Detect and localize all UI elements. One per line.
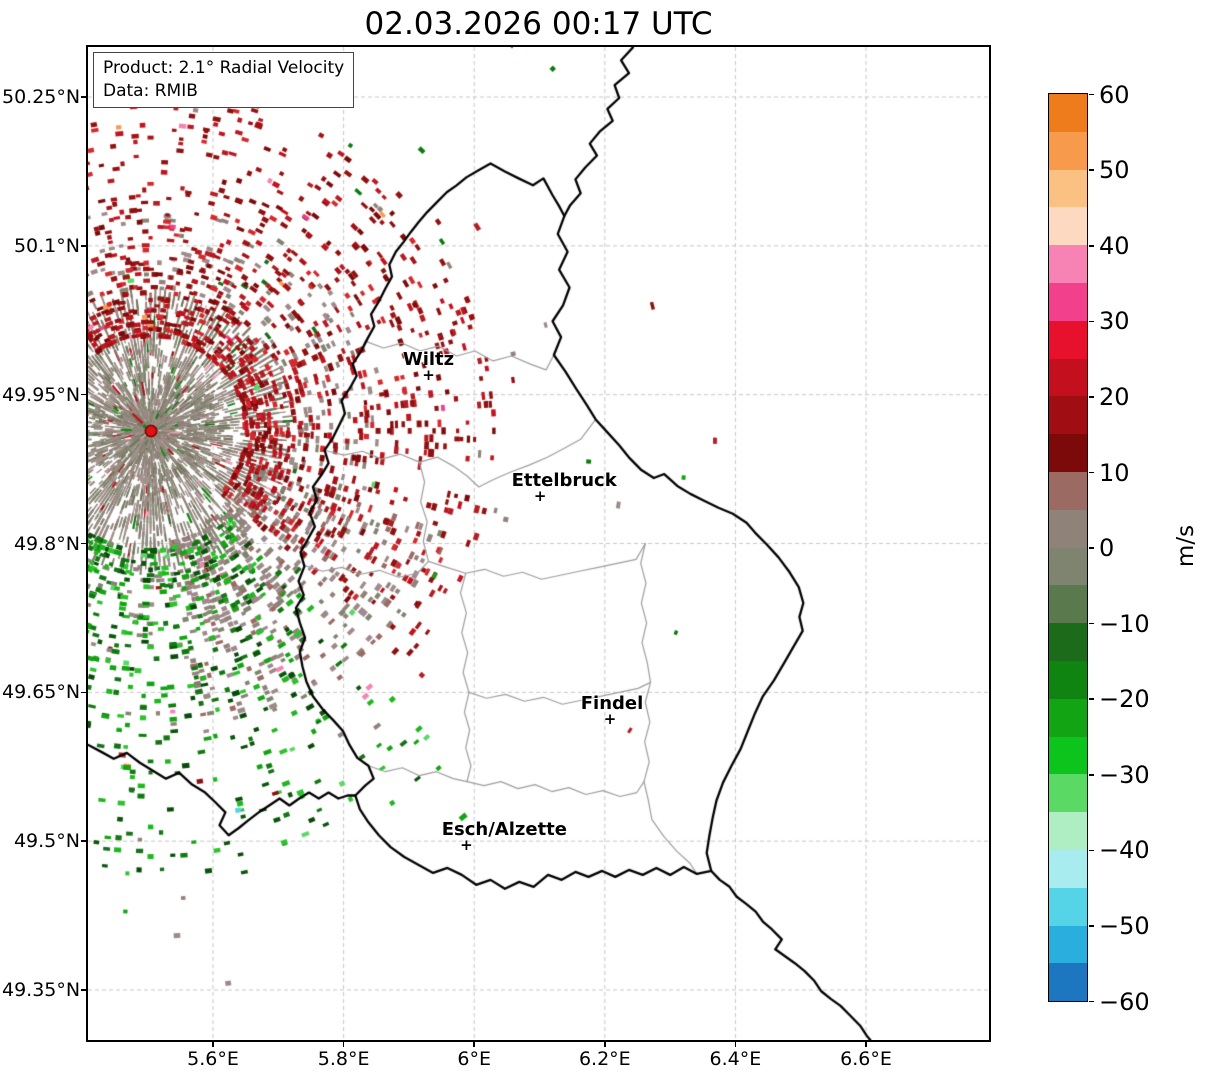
lon-tick-mark: [734, 1042, 737, 1047]
lat-tick-mark: [81, 989, 86, 991]
colorbar-band: [1049, 245, 1087, 283]
city-label-findel: Findel: [580, 693, 644, 715]
colorbar-tick-label: 30: [1099, 307, 1130, 336]
lat-tick-label: 49.95°N: [2, 383, 81, 406]
lat-tick-label: 49.35°N: [2, 978, 81, 1001]
city-marker-findel: +: [603, 710, 617, 729]
figure-title: 02.03.2026 00:17 UTC: [364, 6, 713, 42]
colorbar-tick-label: −30: [1099, 760, 1150, 789]
colorbar-unit-label: m/s: [1173, 524, 1199, 568]
lat-tick-mark: [81, 245, 86, 247]
colorbar-band: [1049, 169, 1087, 208]
lon-tick-label: 6.6°E: [840, 1048, 892, 1070]
colorbar-tick-mark: [1089, 1000, 1094, 1003]
colorbar-tick-label: −10: [1099, 609, 1150, 638]
city-label-wiltz: Wiltz: [402, 348, 455, 370]
lat-tick-label: 49.8°N: [13, 532, 80, 555]
colorbar-tick-mark: [1089, 547, 1094, 549]
colorbar-band: [1049, 320, 1087, 359]
lat-tick-label: 49.5°N: [13, 830, 80, 853]
colorbar-tick-label: 20: [1099, 382, 1130, 411]
colorbar-band: [1049, 358, 1087, 397]
colorbar-band: [1049, 660, 1087, 699]
lon-tick-mark: [212, 1042, 214, 1047]
colorbar-tick-mark: [1089, 320, 1094, 323]
map-plot-area: Product: 2.1° Radial Velocity Data: RMIB…: [86, 45, 991, 1042]
colorbar-tick-mark: [1089, 93, 1094, 96]
colorbar-tick-mark: [1089, 925, 1094, 927]
lon-tick-label: 5.8°E: [317, 1048, 370, 1070]
lon-tick-label: 6.2°E: [578, 1048, 631, 1070]
lat-tick-mark: [81, 691, 86, 694]
lat-tick-label: 50.1°N: [13, 234, 80, 257]
colorbar-gradient: [1048, 93, 1088, 1002]
colorbar-band: [1049, 396, 1087, 435]
colorbar-tick-mark: [1089, 471, 1094, 474]
lat-tick-mark: [81, 542, 86, 545]
colorbar-band: [1049, 585, 1087, 624]
colorbar-tick-mark: [1089, 169, 1094, 171]
city-label-ettelbruck: Ettelbruck: [511, 469, 617, 491]
lon-tick-mark: [865, 1042, 867, 1047]
radar-site-marker: [144, 424, 158, 438]
colorbar-band: [1049, 131, 1087, 170]
colorbar-tick-label: 0: [1099, 534, 1115, 563]
colorbar-band: [1049, 471, 1087, 510]
colorbar-tick-label: −60: [1099, 987, 1150, 1016]
colorbar-band: [1049, 207, 1087, 246]
data-source-label: Data: RMIB: [103, 80, 198, 101]
colorbar-band: [1049, 925, 1087, 964]
colorbar-band: [1049, 812, 1087, 850]
colorbar-tick-label: −20: [1099, 685, 1150, 714]
colorbar-band: [1049, 887, 1087, 926]
colorbar-tick-label: 10: [1099, 458, 1130, 487]
colorbar-tick-mark: [1089, 622, 1094, 625]
colorbar-tick-mark: [1089, 244, 1094, 247]
city-marker-ettelbruck: +: [533, 487, 547, 506]
colorbar-tick-label: 50: [1099, 156, 1130, 185]
lon-tick-mark: [604, 1042, 606, 1047]
product-info-box: Product: 2.1° Radial Velocity Data: RMIB: [93, 52, 355, 108]
colorbar-band: [1049, 282, 1087, 321]
colorbar-band: [1049, 963, 1087, 1002]
colorbar-tick-mark: [1089, 396, 1094, 398]
colorbar-band: [1049, 698, 1087, 737]
colorbar-band: [1049, 849, 1087, 888]
lon-tick-label: 5.6°E: [187, 1048, 239, 1070]
colorbar-band: [1049, 736, 1087, 775]
colorbar-band: [1049, 774, 1087, 813]
lat-tick-label: 50.25°N: [2, 86, 81, 108]
colorbar-band: [1049, 623, 1087, 661]
colorbar-tick-label: 40: [1099, 231, 1130, 260]
colorbar-tick-label: −40: [1099, 836, 1150, 865]
lon-tick-mark: [342, 1042, 345, 1047]
colorbar-tick-mark: [1089, 698, 1094, 701]
radar-map-canvas: [88, 47, 989, 1040]
lon-tick-mark: [473, 1042, 475, 1047]
city-marker-wiltz: +: [422, 366, 435, 385]
lat-tick-mark: [81, 840, 86, 842]
colorbar-band: [1049, 547, 1087, 586]
colorbar-tick-label: 60: [1099, 80, 1130, 109]
lat-tick-mark: [81, 96, 86, 98]
colorbar-band: [1049, 509, 1087, 548]
colorbar-tick-label: −50: [1099, 912, 1150, 941]
colorbar-tick-mark: [1089, 849, 1094, 852]
colorbar-tick-mark: [1089, 774, 1094, 776]
city-marker-esch-alzette: +: [460, 836, 473, 855]
lon-tick-label: 6.4°E: [709, 1048, 762, 1070]
city-label-esch-alzette: Esch/Alzette: [441, 819, 567, 841]
product-label: Product: 2.1° Radial Velocity: [103, 58, 345, 78]
lat-tick-label: 49.65°N: [2, 681, 81, 704]
lat-tick-mark: [81, 393, 86, 396]
colorbar-band: [1049, 434, 1087, 472]
colorbar-band: [1049, 94, 1087, 132]
lon-tick-label: 6°E: [457, 1048, 491, 1070]
